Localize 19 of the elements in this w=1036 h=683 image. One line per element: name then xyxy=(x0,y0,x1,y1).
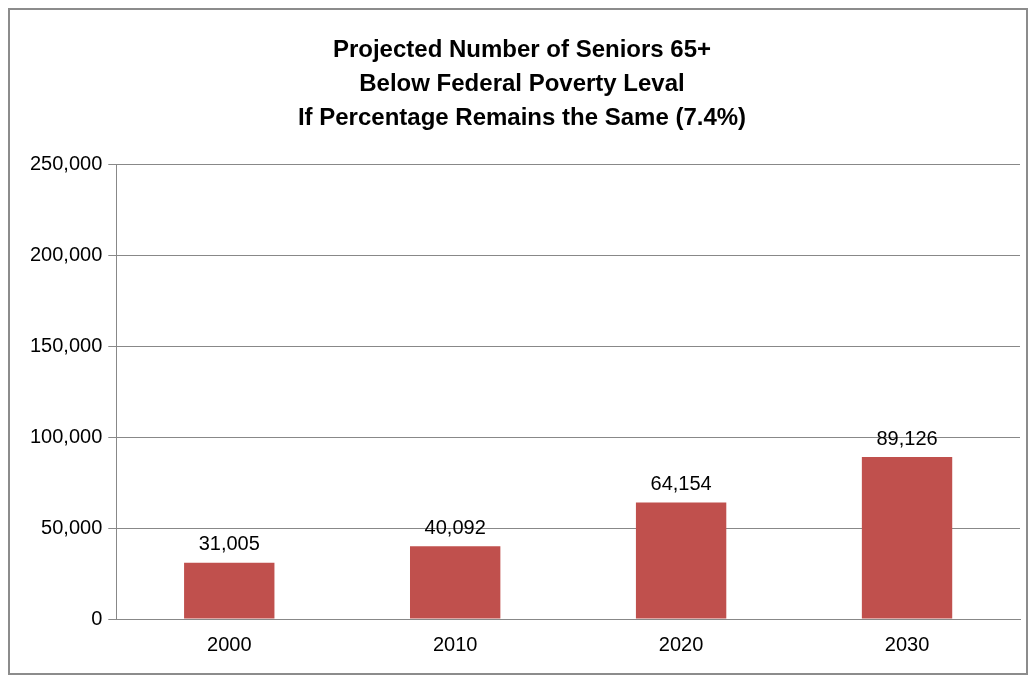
chart-title: Projected Number of Seniors 65+ Below Federal Poverty Leval If Percentage Remains the Same (7.4%) xyxy=(297,35,747,130)
x-tick-label: 2010 xyxy=(432,632,478,655)
data-label: 40,092 xyxy=(424,515,486,538)
x-tick-label: 2030 xyxy=(884,632,930,655)
data-label: 64,154 xyxy=(650,471,712,494)
x-tick-label: 2000 xyxy=(207,632,252,655)
bar xyxy=(635,502,727,619)
y-tick-label: 150,000 xyxy=(30,334,103,356)
y-tick-label: 100,000 xyxy=(30,424,103,447)
y-tick-label: 0 xyxy=(91,606,103,629)
x-tick-label: 2020 xyxy=(658,632,704,655)
data-label: 31,005 xyxy=(198,532,260,555)
y-tick-label: 250,000 xyxy=(30,152,103,175)
y-tick-label: 50,000 xyxy=(41,515,103,538)
bar xyxy=(184,562,275,619)
bar xyxy=(861,457,953,619)
bar xyxy=(410,546,501,619)
data-label: 89,126 xyxy=(876,426,938,449)
y-tick-label: 200,000 xyxy=(30,243,103,266)
